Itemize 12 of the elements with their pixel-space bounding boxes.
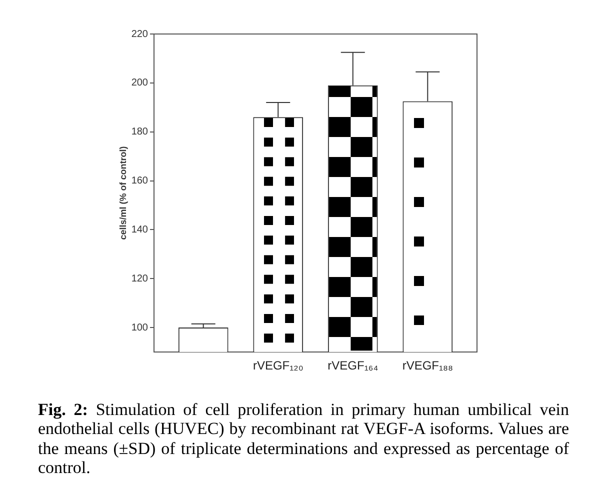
y-axis-title: cells/ml (% of control) [118, 146, 128, 240]
y-tick-label: 100 [131, 322, 148, 334]
y-tick-label: 220 [131, 28, 148, 40]
caption: Fig. 2: Stimulation of cell proliferation in primary human umbilical vein endothelial cells (HUVEC) by recombinant rat VEGF-A isoforms. Values are the means (±SD) of triplicate determinations and expressed as percentage of control. [38, 400, 569, 478]
x-tick-label: rVEGF₁₈₈ [402, 358, 454, 373]
x-tick-label: rVEGF₁₆₄ [328, 358, 378, 373]
y-tick-label: 200 [131, 78, 148, 89]
x-tick-label: rVEGF₁₂₀ [252, 358, 304, 373]
y-tick-label: 120 [131, 273, 148, 284]
y-tick-label: 160 [131, 176, 148, 187]
y-tick-label: 180 [131, 126, 148, 138]
y-tick-label: 140 [131, 224, 148, 236]
